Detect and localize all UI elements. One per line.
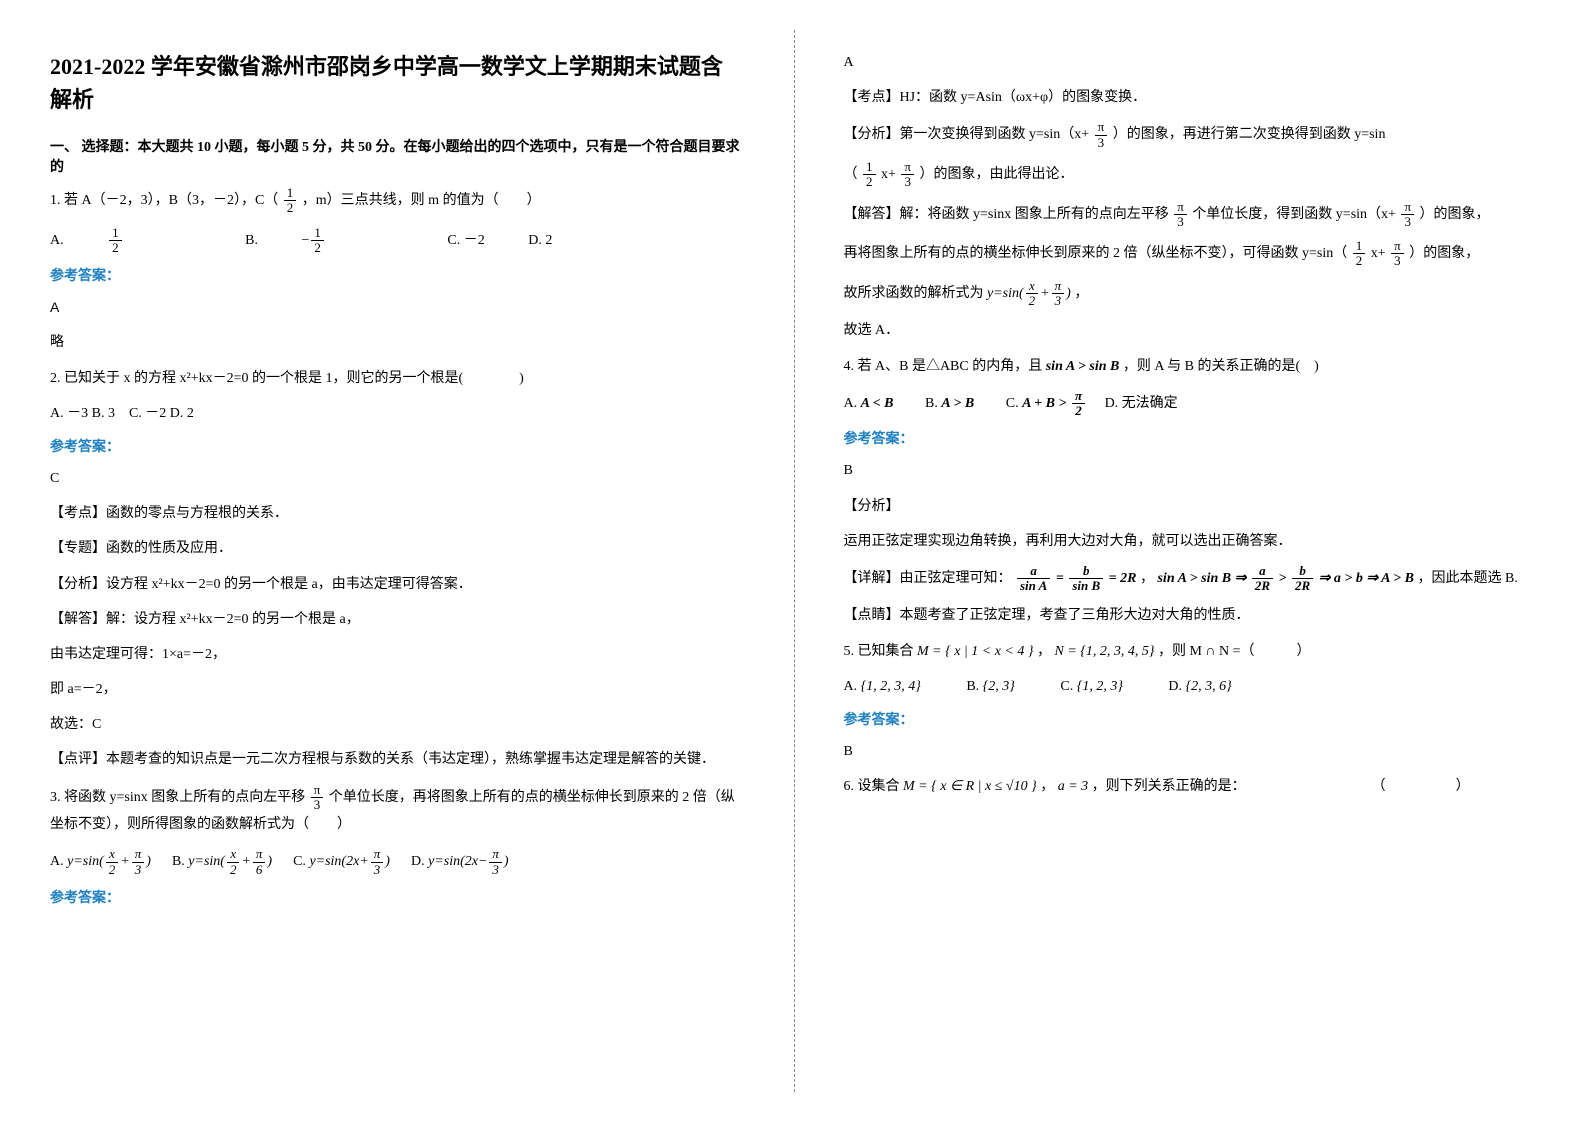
q1-stem-a: 1. 若 A（－2，3），B（3，－2），C（ bbox=[50, 193, 278, 208]
q4-options: A. A < B B. A > B C. A + B > π2 D. 无法确定 bbox=[844, 389, 1538, 419]
frac-half: 12 bbox=[284, 186, 297, 216]
q2-l3: 【分析】设方程 x²+kx－2=0 的另一个根是 a，由韦达定理可得答案． bbox=[50, 572, 744, 597]
q5-stem: 5. 已知集合 M = { x | 1 < x < 4 } ， N = {1, … bbox=[844, 639, 1538, 664]
q5-opt-c: C. {1, 2, 3} bbox=[1060, 679, 1123, 694]
q2-options: A. －3 B. 3 C. －2 D. 2 bbox=[50, 401, 744, 426]
q3r-l3: 【解答】解：将函数 y=sinx 图象上所有的点向左平移 π3 个单位长度，得到… bbox=[844, 200, 1538, 230]
doc-title: 2021-2022 学年安徽省滁州市邵岗乡中学高一数学文上学期期末试题含解析 bbox=[50, 50, 744, 116]
q2-l7: 故选：C bbox=[50, 712, 744, 737]
q4-stem: 4. 若 A、B 是△ABC 的内角，且 sin A > sin B ，则 A … bbox=[844, 354, 1538, 379]
q1-ans-label: 参考答案： bbox=[50, 265, 744, 285]
q3-stem: 3. 将函数 y=sinx 图象上所有的点向左平移 π3 个单位长度，再将图象上… bbox=[50, 783, 744, 838]
q5-ans: B bbox=[844, 739, 1538, 764]
q4-opt-b: B. A > B bbox=[925, 396, 974, 411]
section-1-head: 一、 选择题：本大题共 10 小题，每小题 5 分，共 50 分。在每小题给出的… bbox=[50, 136, 744, 176]
q1-stem: 1. 若 A（－2，3），B（3，－2），C（ 12 ，m）三点共线，则 m 的… bbox=[50, 186, 744, 216]
q3r-ans: A bbox=[844, 50, 1538, 75]
q5-opt-d: D. {2, 3, 6} bbox=[1168, 679, 1231, 694]
q4-ans-label: 参考答案： bbox=[844, 428, 1538, 448]
q3-opt-b: B. y=sin(x2+π6) bbox=[172, 854, 276, 869]
q2-l8: 【点评】本题考查的知识点是一元二次方程根与系数的关系（韦达定理），熟练掌握韦达定… bbox=[50, 747, 744, 772]
q3-options: A. y=sin(x2+π3) B. y=sin(x2+π6) C. y=sin… bbox=[50, 847, 744, 877]
q2-l2: 【专题】函数的性质及应用． bbox=[50, 536, 744, 561]
q4-ans: B bbox=[844, 458, 1538, 483]
q6-stem: 6. 设集合 M = { x ∈ R | x ≤ √10 } ， a = 3 ，… bbox=[844, 774, 1538, 799]
q4-l2: 运用正弦定理实现边角转换，再利用大边对大角，就可以选出正确答案． bbox=[844, 529, 1538, 554]
q2-stem: 2. 已知关于 x 的方程 x²+kx－2=0 的一个根是 1，则它的另一个根是… bbox=[50, 366, 744, 391]
q1-options: A. 12 B. −12 C. －2 D. 2 bbox=[50, 226, 744, 256]
q5-options: A. {1, 2, 3, 4} B. {2, 3} C. {1, 2, 3} D… bbox=[844, 674, 1538, 699]
q2-ans: C bbox=[50, 466, 744, 491]
q5-opt-b: B. {2, 3} bbox=[966, 679, 1015, 694]
q2-l5: 由韦达定理可得：1×a=－2， bbox=[50, 642, 744, 667]
q4-opt-d: D. 无法确定 bbox=[1105, 396, 1178, 411]
q3-opt-c: C. y=sin(2x+π3) bbox=[293, 854, 393, 869]
left-column: 2021-2022 学年安徽省滁州市邵岗乡中学高一数学文上学期期末试题含解析 一… bbox=[0, 0, 794, 1122]
frac-pi-3: π3 bbox=[311, 783, 324, 813]
q2-l6: 即 a=－2， bbox=[50, 677, 744, 702]
q3-opt-d: D. y=sin(2x−π3) bbox=[411, 854, 509, 869]
q3r-l2c: （ 12 x+ π3 ）的图象，由此得出论． bbox=[844, 160, 1538, 190]
q3r-l2: 【分析】第一次变换得到函数 y=sin（x+ π3 ）的图象，再进行第二次变换得… bbox=[844, 120, 1538, 150]
q1-note: 略 bbox=[50, 330, 744, 355]
q1-opt-a: A. 12 bbox=[50, 226, 202, 256]
q4-l4: 【点睛】本题考查了正弦定理，考查了三角形大边对大角的性质． bbox=[844, 603, 1538, 628]
q1-opt-c: C. －2 bbox=[447, 228, 484, 253]
q1-stem-b: ，m）三点共线，则 m 的值为（ ） bbox=[302, 193, 541, 208]
q1-opt-b: B. −12 bbox=[245, 226, 404, 256]
q4-l3: 【详解】由正弦定理可知： asin A = bsin B = 2R ， sin … bbox=[844, 564, 1538, 594]
q1-ans: A bbox=[50, 295, 744, 320]
q4-opt-c: C. A + B > π2 bbox=[1006, 396, 1087, 411]
q3r-l6: 故选 A． bbox=[844, 318, 1538, 343]
q2-l1: 【考点】函数的零点与方程根的关系． bbox=[50, 501, 744, 526]
q1-opt-d: D. 2 bbox=[528, 228, 552, 253]
q2-l4: 【解答】解：设方程 x²+kx－2=0 的另一个根是 a， bbox=[50, 607, 744, 632]
q3r-l1: 【考点】HJ：函数 y=Asin（ωx+φ）的图象变换． bbox=[844, 85, 1538, 110]
q3-ans-label: 参考答案： bbox=[50, 887, 744, 907]
q3r-l5: 故所求函数的解析式为 y=sin(x2+π3) ， bbox=[844, 279, 1538, 309]
right-column: A 【考点】HJ：函数 y=Asin（ωx+φ）的图象变换． 【分析】第一次变换… bbox=[794, 0, 1587, 1122]
q5-ans-label: 参考答案： bbox=[844, 709, 1538, 729]
q5-opt-a: A. {1, 2, 3, 4} bbox=[844, 679, 921, 694]
q4-opt-a: A. A < B bbox=[844, 396, 894, 411]
q3r-l4: 再将图象上所有的点的横坐标伸长到原来的 2 倍（纵坐标不变），可得函数 y=si… bbox=[844, 239, 1538, 269]
q4-l1: 【分析】 bbox=[844, 494, 1538, 519]
q2-ans-label: 参考答案： bbox=[50, 436, 744, 456]
q3-opt-a: A. y=sin(x2+π3) bbox=[50, 854, 154, 869]
